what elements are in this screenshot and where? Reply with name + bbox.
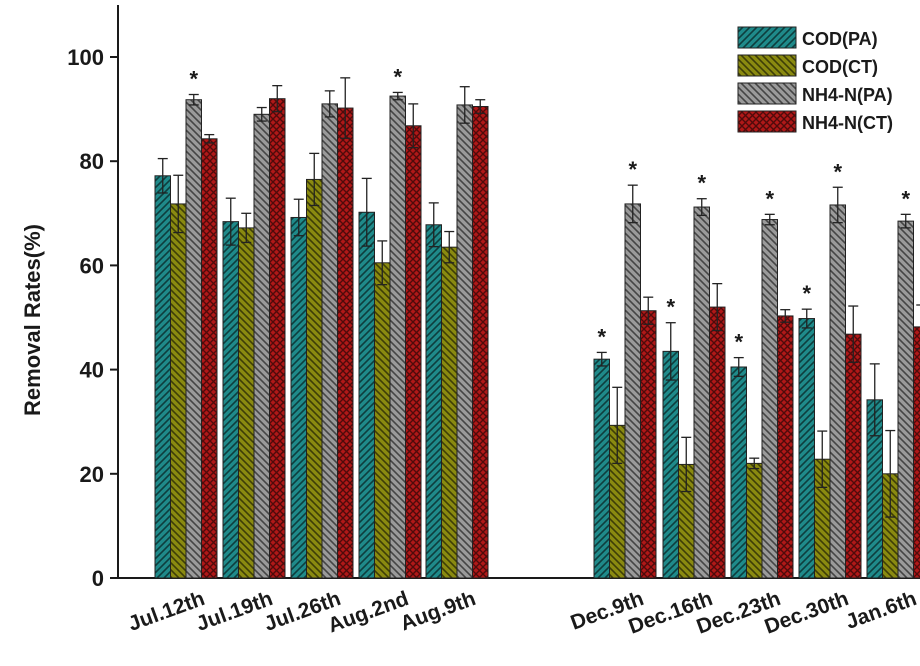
bar	[253, 113, 270, 579]
bar	[238, 227, 255, 579]
bar-group-5: **	[593, 157, 657, 579]
bar	[777, 315, 794, 579]
bar	[337, 107, 354, 579]
bar	[456, 104, 473, 579]
bar	[693, 206, 710, 579]
bar	[709, 306, 726, 579]
bar-group-8: **	[798, 159, 862, 579]
bar	[405, 125, 422, 579]
legend: COD(PA) COD(CT) NH4-N(PA) NH4-N(CT)	[728, 19, 920, 141]
bar	[374, 262, 391, 579]
bar	[269, 98, 286, 579]
bar	[829, 204, 846, 579]
bar	[441, 246, 458, 579]
bar	[358, 211, 375, 579]
y-tick-label: 80	[80, 149, 104, 174]
bar	[472, 105, 489, 579]
x-tick-label: Jul.12th	[125, 587, 207, 636]
bar	[170, 203, 187, 579]
bar-group-3: *	[358, 64, 422, 579]
significance-marker: *	[597, 324, 606, 349]
significance-marker: *	[901, 186, 910, 211]
significance-marker: *	[734, 330, 743, 355]
y-tick-label: 40	[80, 358, 104, 383]
bar	[593, 358, 610, 579]
significance-marker: *	[628, 157, 637, 182]
significance-marker: *	[393, 64, 402, 89]
bar	[624, 203, 641, 579]
legend-swatch	[737, 54, 797, 77]
y-tick-label: 100	[67, 45, 104, 70]
legend-swatch	[737, 26, 797, 49]
bar-group-9: *	[866, 186, 920, 579]
y-tick-label: 0	[92, 566, 104, 591]
bar-group-0: *	[154, 67, 218, 579]
bar	[761, 219, 778, 579]
legend-swatch	[737, 110, 797, 133]
bar	[662, 350, 679, 579]
legend-label: COD(PA)	[802, 29, 878, 49]
y-tick-label: 60	[80, 253, 104, 278]
y-tick-label: 20	[80, 462, 104, 487]
significance-marker: *	[833, 159, 842, 184]
bar	[185, 99, 202, 579]
x-tick-label: Jan.6th	[843, 587, 920, 634]
bar	[321, 103, 338, 579]
significance-marker: *	[666, 295, 675, 320]
bar	[290, 216, 307, 579]
significance-marker: *	[697, 171, 706, 196]
bar	[845, 333, 862, 579]
x-tick-label: Jul.19th	[193, 587, 275, 636]
y-axis-title: Removal Rates(%)	[20, 224, 45, 416]
x-tick-label: Aug.9th	[397, 587, 478, 635]
legend-label: NH4-N(PA)	[802, 85, 893, 105]
bar	[913, 326, 920, 579]
bar	[222, 221, 239, 579]
bar	[154, 175, 171, 579]
bar	[201, 138, 218, 579]
bar	[306, 178, 323, 579]
bar-group-4	[425, 86, 489, 579]
bar	[389, 95, 406, 579]
bar-group-7: **	[730, 186, 794, 579]
significance-marker: *	[802, 281, 811, 306]
bar	[640, 310, 657, 579]
bar	[798, 318, 815, 579]
bar-group-6: **	[662, 171, 726, 579]
legend-swatch	[737, 82, 797, 105]
bar-group-2	[290, 77, 354, 579]
bar-series-group: * **********	[154, 64, 920, 579]
bar	[425, 224, 442, 579]
legend-label: NH4-N(CT)	[802, 113, 893, 133]
significance-marker: *	[189, 67, 198, 92]
bar	[746, 462, 763, 579]
significance-marker: *	[765, 186, 774, 211]
legend-label: COD(CT)	[802, 57, 878, 77]
bar	[897, 220, 914, 579]
y-axis-ticks: 0 20 40 60 80 100	[67, 45, 118, 591]
bar-group-1	[222, 85, 286, 579]
bar	[730, 366, 747, 579]
